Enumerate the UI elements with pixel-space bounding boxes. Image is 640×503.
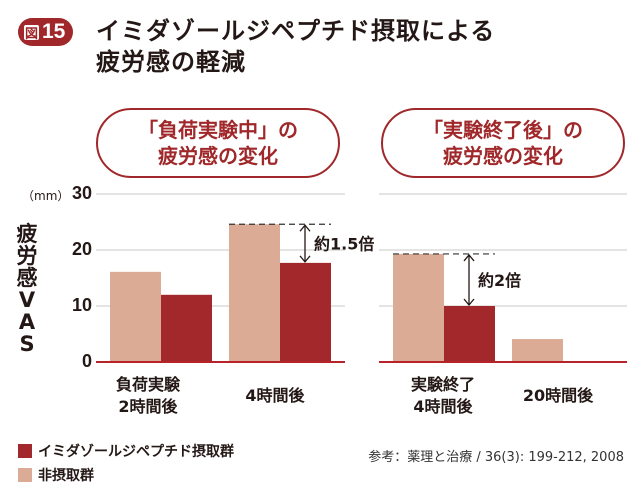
x-label-load-4h: 4時間後 — [230, 385, 320, 407]
x-label-line-1: 実験終了 — [410, 375, 475, 394]
figure-kanji: 図 — [24, 24, 39, 42]
arrow-head-up — [463, 253, 475, 262]
x-label-post-4h: 実験終了 4時間後 — [398, 374, 488, 418]
bar-intake — [280, 262, 331, 362]
annotation-label: 約2倍 — [478, 271, 521, 290]
x-label-line-1: 4時間後 — [245, 386, 305, 405]
figure-number: 15 — [42, 20, 66, 43]
x-label-load-2h: 負荷実験 2時間後 — [103, 374, 193, 418]
y-tick-20: 20 — [71, 239, 92, 259]
y-axis-label: 疲労感VAS — [16, 222, 38, 356]
source-citation: 参考：薬理と治療 / 36(3): 199-212, 2008 — [368, 450, 624, 465]
panel-heading-line-1: 「負荷実験中」の — [138, 118, 298, 142]
legend-swatch-non-intake — [18, 468, 32, 482]
y-tick-10: 10 — [71, 295, 92, 315]
panel-heading-line-1: 「実験終了後」の — [423, 118, 583, 142]
annotation-label: 約1.5倍 — [314, 235, 374, 254]
x-label-line-2: 4時間後 — [413, 397, 473, 416]
bar-non-intake — [512, 339, 563, 362]
bar-non-intake — [393, 253, 444, 362]
panel-heading-line-2: 疲労感の変化 — [158, 144, 278, 168]
x-label-line-1: 負荷実験 — [115, 375, 180, 394]
figure-badge: 図 15 — [18, 18, 74, 46]
y-tick-30: 30 — [71, 183, 92, 203]
x-label-line-1: 20時間後 — [522, 386, 594, 405]
arrow-head-up — [299, 224, 311, 232]
panel-heading-after-test: 「実験終了後」の 疲労感の変化 — [381, 108, 625, 178]
legend-item-intake: イミダゾールジペプチド摂取群 — [18, 441, 234, 461]
y-tick-0: 0 — [81, 351, 92, 371]
title-line-2: 疲労感の軽減 — [96, 48, 246, 76]
legend-label: イミダゾールジペプチド摂取群 — [38, 444, 234, 460]
bar-intake — [444, 306, 495, 362]
chart-title: イミダゾールジペプチド摂取による 疲労感の軽減 — [96, 16, 495, 78]
legend-label: 非摂取群 — [38, 468, 94, 484]
bar-non-intake — [229, 224, 280, 362]
arrow-head-down — [463, 298, 475, 307]
panel-heading-during-load: 「負荷実験中」の 疲労感の変化 — [96, 108, 340, 178]
panel-heading-line-2: 疲労感の変化 — [443, 144, 563, 168]
legend-item-non-intake: 非摂取群 — [18, 465, 94, 485]
arrow-head-down — [299, 255, 311, 263]
bar-non-intake — [110, 271, 161, 362]
x-label-line-2: 2時間後 — [118, 397, 178, 416]
bar-intake — [161, 294, 212, 362]
title-line-1: イミダゾールジペプチド摂取による — [96, 17, 496, 45]
x-label-post-20h: 20時間後 — [508, 385, 608, 407]
legend-swatch-intake — [18, 444, 32, 458]
y-unit-label: （mm） — [22, 189, 70, 203]
